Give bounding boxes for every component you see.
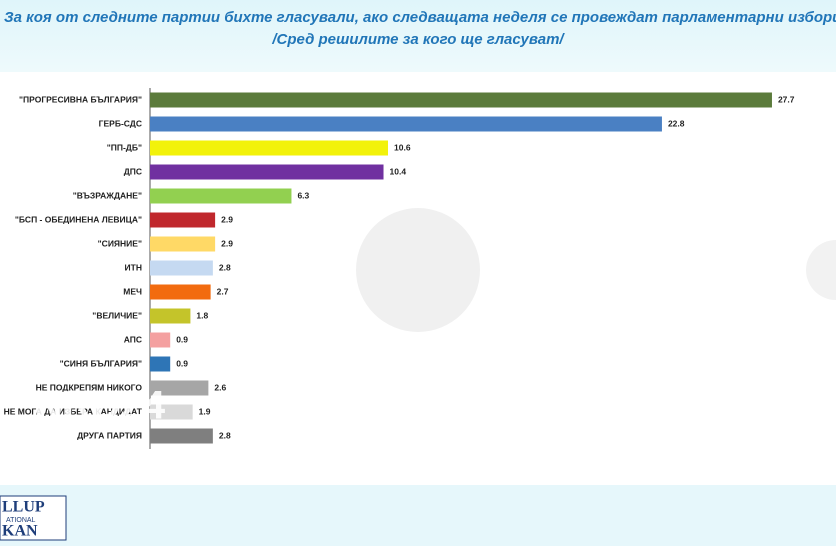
bar	[150, 380, 209, 396]
bar	[150, 188, 292, 204]
logo-text: ATIONAL	[6, 517, 36, 524]
watermark-logo	[806, 240, 836, 300]
value-label: 2.8	[219, 430, 231, 440]
watermark: NRD24	[34, 384, 166, 428]
chart-subtitle: /Сред решилите за кого ще гласуват/	[271, 31, 565, 48]
logo-text: KAN	[2, 523, 38, 540]
value-label: 2.9	[221, 238, 233, 248]
category-label: ДПС	[124, 166, 142, 176]
bar	[150, 212, 216, 228]
category-label: "СИЯНИЕ"	[98, 238, 142, 248]
category-label: ДРУГА ПАРТИЯ	[77, 430, 142, 440]
value-label: 2.6	[214, 382, 226, 392]
logo-box	[0, 495, 67, 541]
bar	[150, 116, 662, 132]
category-label: МЕЧ	[123, 286, 142, 296]
bar	[150, 164, 384, 180]
bar	[150, 356, 171, 372]
category-label: НЕ МОГА ДА ИЗБЕРА КАНДИДАТ	[4, 406, 143, 416]
category-label: "ПП-ДБ"	[107, 142, 142, 152]
value-label: 27.7	[778, 94, 795, 104]
value-label: 10.4	[390, 166, 407, 176]
value-label: 10.6	[394, 142, 411, 152]
category-label: ГЕРБ-СДС	[99, 118, 142, 128]
category-label: "БСП - ОБЕДИНЕНА ЛЕВИЦА"	[15, 214, 142, 224]
logo-text: LLUP	[2, 499, 45, 516]
bar	[150, 404, 193, 420]
category-label: АПС	[124, 334, 142, 344]
bar	[150, 332, 171, 348]
value-label: 1.9	[199, 406, 211, 416]
category-label: "СИНЯ БЪЛГАРИЯ"	[60, 358, 142, 368]
value-label: 2.8	[219, 262, 231, 272]
bar	[150, 260, 213, 276]
watermark-logo	[356, 208, 480, 332]
value-label: 1.8	[196, 310, 208, 320]
value-label: 0.9	[176, 358, 188, 368]
bar	[150, 284, 211, 300]
bar	[150, 308, 191, 324]
category-label: ИТН	[125, 262, 142, 272]
bar	[150, 236, 216, 252]
value-label: 22.8	[668, 118, 685, 128]
category-label: "ПРОГРЕСИВНА БЪЛГАРИЯ"	[19, 94, 142, 104]
value-label: 2.9	[221, 214, 233, 224]
footer-band	[0, 485, 836, 546]
bar	[150, 92, 772, 108]
value-label: 0.9	[176, 334, 188, 344]
value-label: 2.7	[217, 286, 229, 296]
bar	[150, 428, 213, 444]
header-band	[0, 0, 836, 72]
category-label: "ВЪЗРАЖДАНЕ"	[73, 190, 142, 200]
chart-title: За коя от следните партии бихте гласувал…	[4, 9, 836, 26]
value-label: 6.3	[297, 190, 309, 200]
category-label: "ВЕЛИЧИЕ"	[92, 310, 142, 320]
bar	[150, 140, 389, 156]
category-label: НЕ ПОДКРЕПЯМ НИКОГО	[36, 382, 143, 392]
